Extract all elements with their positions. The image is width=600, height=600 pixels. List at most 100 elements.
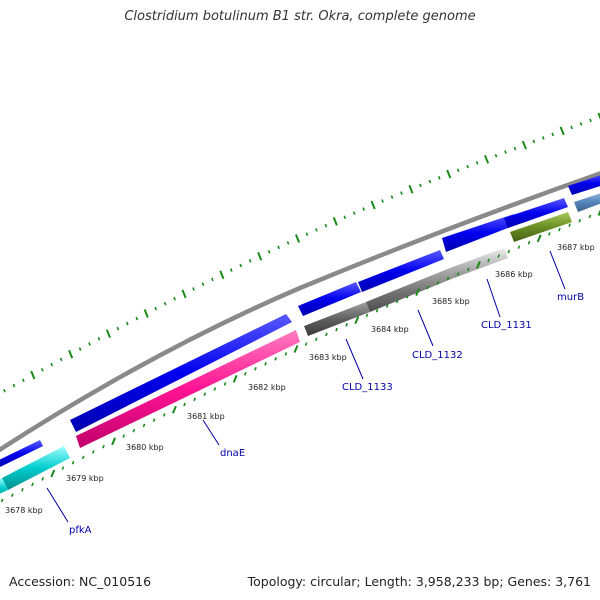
scale-tick — [40, 368, 44, 372]
scale-tick — [286, 241, 290, 245]
scale-tick — [570, 125, 573, 130]
scale-tick — [332, 217, 338, 226]
gene-CLD_1133[interactable] — [304, 302, 370, 336]
gene-dnaE[interactable] — [76, 330, 300, 448]
scale-tick — [21, 487, 24, 492]
scale-tick — [487, 258, 490, 263]
cds-feature[interactable] — [442, 214, 518, 252]
gene-label-dnaE[interactable]: dnaE — [220, 448, 245, 459]
scale-tick — [163, 301, 167, 306]
scale-tick — [0, 498, 4, 503]
gene-extra[interactable] — [574, 190, 600, 212]
cds-feature[interactable] — [504, 198, 568, 228]
scale-tick — [203, 392, 207, 396]
leader-line — [417, 309, 434, 347]
scale-tick — [335, 327, 338, 332]
inner-scale-ticks — [0, 209, 600, 503]
gene-label-leaders — [46, 250, 566, 523]
scale-tick — [588, 214, 592, 219]
kbp-label: 3686 kbp — [495, 270, 533, 279]
scale-tick — [521, 140, 527, 150]
scale-tick — [352, 211, 356, 215]
scale-tick — [466, 267, 470, 272]
scale-tick — [267, 249, 271, 254]
accession-text: Accession: NC_010516 — [9, 574, 152, 589]
scale-tick — [436, 281, 440, 285]
scale-tick — [494, 153, 498, 158]
scale-tick — [365, 313, 369, 318]
scale-tick — [181, 289, 187, 299]
scale-tick — [232, 374, 238, 383]
scale-tick — [406, 294, 409, 299]
scale-tick — [293, 345, 299, 353]
gene-pfkA[interactable] — [2, 446, 70, 490]
scale-tick — [558, 227, 561, 232]
scale-tick — [415, 288, 421, 297]
scale-tick — [254, 367, 257, 371]
cds-feature[interactable] — [298, 282, 361, 316]
scale-tick — [3, 388, 6, 393]
gene-CLD_1132[interactable] — [366, 268, 454, 312]
kbp-label: 3678 kbp — [5, 506, 43, 515]
gene-label-CLD_1131[interactable]: CLD_1131 — [481, 320, 532, 331]
scale-tick — [362, 207, 366, 211]
scale-tick — [504, 150, 507, 154]
scale-tick — [219, 270, 225, 280]
scale-tick — [12, 383, 16, 388]
scale-tick — [305, 232, 309, 236]
scale-tick — [325, 332, 328, 337]
scale-tick — [294, 234, 301, 243]
gene-label-pfkA[interactable]: pfkA — [69, 525, 92, 536]
scale-tick — [381, 199, 384, 203]
kbp-label: 3679 kbp — [66, 474, 104, 483]
scale-tick — [370, 200, 376, 210]
scale-tick — [277, 245, 280, 250]
gene-pfkA-extra[interactable] — [0, 478, 8, 498]
gene-label-CLD_1133[interactable]: CLD_1133 — [342, 382, 393, 393]
scale-tick — [91, 450, 95, 454]
cds-feature[interactable] — [0, 440, 43, 468]
cds-feature[interactable] — [568, 172, 600, 195]
kbp-label: 3682 kbp — [248, 383, 286, 392]
scale-tick — [559, 126, 565, 136]
gene-label-CLD_1132[interactable]: CLD_1132 — [412, 350, 463, 361]
cds-feature[interactable] — [358, 250, 444, 292]
scale-tick — [284, 352, 288, 356]
scale-tick — [304, 342, 308, 346]
reverse-strand-track — [0, 190, 600, 498]
scale-tick — [41, 477, 45, 481]
scale-tick — [475, 261, 481, 269]
scale-tick — [152, 418, 156, 422]
scale-tick — [122, 434, 126, 438]
map-title: Clostridium botulinum B1 str. Okra, comp… — [124, 9, 476, 24]
scale-tick — [551, 132, 555, 137]
cds-feature[interactable] — [70, 314, 292, 432]
scale-tick — [484, 154, 490, 164]
gene-murB[interactable] — [510, 212, 572, 242]
scale-tick — [97, 336, 101, 341]
scale-tick — [171, 405, 177, 414]
scale-tick — [343, 215, 347, 220]
kbp-labels: 3678 kbp 3679 kbp 3680 kbp 3681 kbp 3682… — [5, 243, 595, 515]
kbp-label: 3681 kbp — [187, 412, 225, 421]
scale-tick — [71, 460, 75, 465]
gene-label-murB[interactable]: murB — [557, 292, 584, 303]
scale-tick — [597, 209, 600, 216]
leader-line — [202, 419, 220, 446]
scale-tick — [30, 370, 36, 380]
scale-tick — [50, 469, 56, 478]
scale-tick — [536, 234, 542, 243]
scale-tick — [437, 175, 441, 180]
scale-tick — [142, 423, 146, 428]
scale-tick — [239, 263, 243, 268]
scale-tick — [579, 122, 583, 126]
scale-tick — [400, 191, 403, 195]
scale-tick — [68, 349, 74, 359]
scale-tick — [527, 240, 531, 245]
scale-tick — [507, 249, 511, 254]
scale-tick — [568, 223, 571, 227]
scale-tick — [475, 161, 479, 165]
scale-tick — [456, 272, 460, 276]
scale-tick — [446, 276, 450, 281]
